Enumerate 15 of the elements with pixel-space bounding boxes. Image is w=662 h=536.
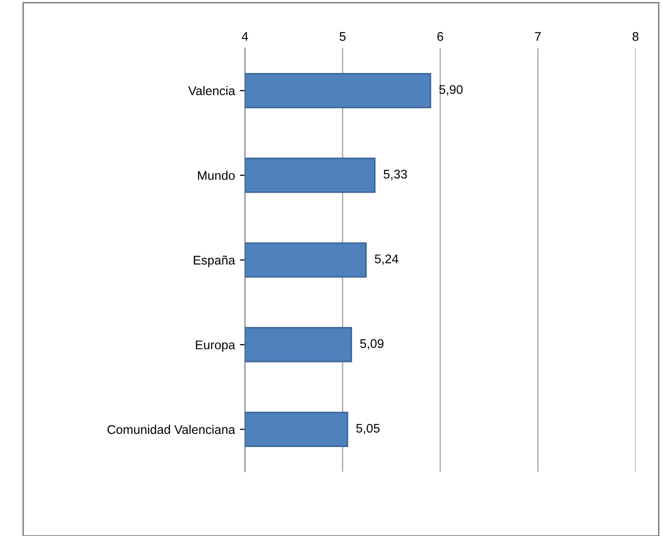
x-tick-label: 7 bbox=[535, 32, 541, 41]
data-label: 5,24 bbox=[374, 254, 398, 265]
data-label: 5,33 bbox=[384, 170, 407, 180]
data-label: 5,05 bbox=[356, 424, 380, 434]
data-label: 5,09 bbox=[360, 339, 384, 350]
y-tick-label: Europa bbox=[196, 340, 236, 352]
y-tick-label: Comunidad Valenciana bbox=[108, 424, 236, 434]
x-tick-label: 8 bbox=[632, 32, 638, 41]
x-tick-label: 5 bbox=[340, 32, 346, 41]
y-tick-label: Mundo bbox=[198, 170, 235, 180]
y-tick-label: España bbox=[194, 256, 236, 268]
x-tick-label: 6 bbox=[437, 32, 444, 41]
x-tick-label: 4 bbox=[242, 32, 248, 41]
data-label: 5,90 bbox=[439, 85, 463, 96]
y-tick-label: Valencia bbox=[188, 86, 236, 96]
